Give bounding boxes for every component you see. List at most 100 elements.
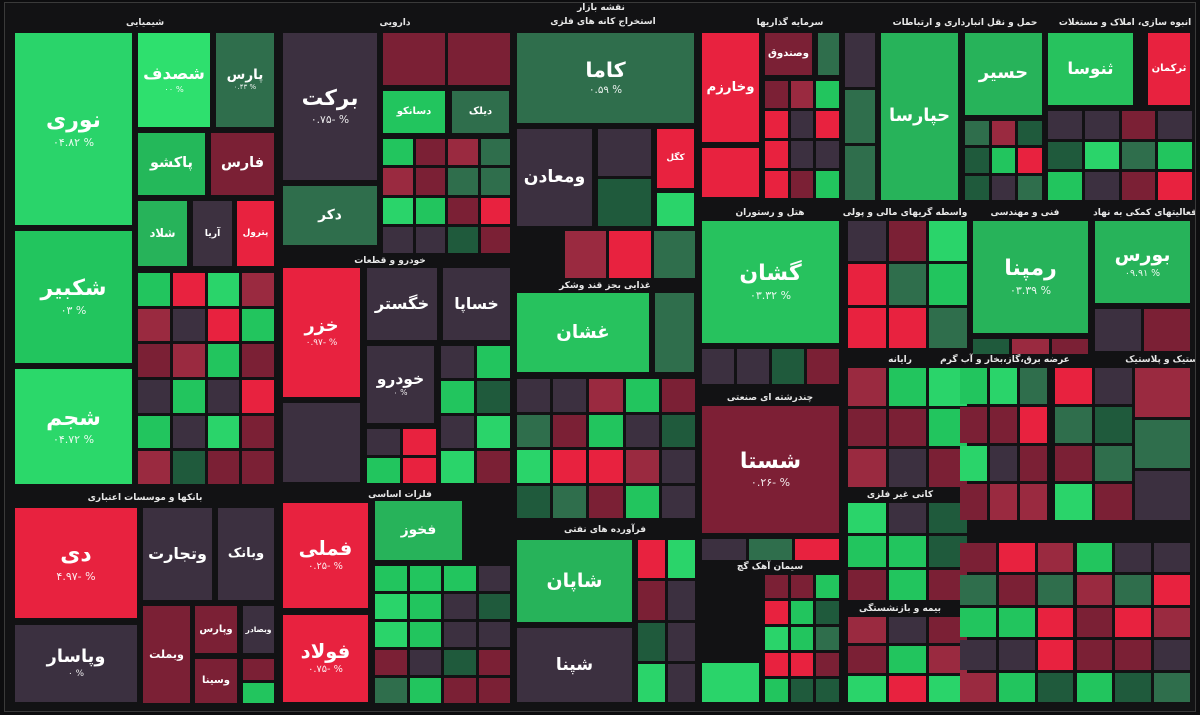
tile bbox=[765, 171, 788, 198]
tile bbox=[668, 663, 695, 702]
map-title: نقشه بازار bbox=[577, 3, 625, 13]
tile bbox=[1158, 141, 1192, 170]
tile bbox=[748, 539, 793, 560]
tile bbox=[441, 381, 474, 413]
tile-label: ومعادن bbox=[523, 167, 586, 188]
tile bbox=[1037, 640, 1074, 670]
tile bbox=[848, 536, 886, 567]
tile-change: ۴.۹۷- % bbox=[56, 569, 96, 583]
tile bbox=[553, 414, 587, 447]
tile: فملی ۰.۲۵- % bbox=[283, 503, 368, 608]
tile-change: ۰۳ % bbox=[60, 303, 87, 317]
sector-title: فنی و مهندسی bbox=[990, 208, 1060, 218]
tile bbox=[172, 451, 205, 484]
tile bbox=[172, 380, 205, 413]
tile: ومعادن bbox=[517, 129, 592, 226]
tile bbox=[1115, 672, 1152, 702]
tile-change: ۰.۷۵- % bbox=[310, 112, 350, 126]
tile bbox=[848, 264, 886, 305]
tile bbox=[1135, 368, 1190, 417]
tile bbox=[415, 226, 445, 253]
tile bbox=[242, 415, 274, 449]
tile bbox=[403, 457, 436, 483]
tile bbox=[991, 121, 1016, 146]
tile: آریا bbox=[193, 201, 232, 266]
tile-label: خودرو bbox=[376, 369, 425, 388]
tile bbox=[207, 308, 240, 342]
tile bbox=[661, 485, 695, 518]
tile: وبملت bbox=[143, 606, 190, 703]
tile bbox=[138, 344, 170, 377]
tile: خزر ۰.۹۷- % bbox=[283, 268, 360, 397]
tile: وپارس bbox=[195, 606, 237, 653]
tile bbox=[929, 264, 967, 305]
tile bbox=[1095, 445, 1132, 482]
tile bbox=[1154, 672, 1190, 702]
tile bbox=[138, 415, 170, 449]
tile bbox=[1037, 607, 1074, 638]
tile bbox=[172, 344, 205, 377]
tile bbox=[477, 381, 510, 413]
sector-title: کانی غیر فلزی bbox=[866, 490, 934, 500]
tile bbox=[765, 81, 788, 108]
tile-label: گشان bbox=[739, 261, 802, 287]
tile bbox=[1135, 419, 1190, 469]
tile bbox=[807, 349, 839, 384]
tile bbox=[383, 168, 413, 195]
tile bbox=[625, 485, 659, 518]
tile bbox=[888, 646, 927, 673]
tile: بورس ۰۹.۹۱ % bbox=[1095, 221, 1190, 303]
tile bbox=[973, 339, 1010, 354]
tile bbox=[441, 416, 474, 448]
tile bbox=[409, 594, 441, 619]
tile-label: فولاد bbox=[300, 639, 351, 663]
tile bbox=[888, 675, 927, 702]
sector-title: بیمه و بازنشستگی bbox=[858, 604, 942, 614]
tile-change: ۰۹.۹۱ % bbox=[1124, 267, 1161, 279]
tile bbox=[448, 226, 478, 253]
tile bbox=[478, 678, 510, 703]
tile bbox=[242, 344, 274, 377]
tile bbox=[790, 141, 814, 168]
tile bbox=[1115, 607, 1152, 638]
tile bbox=[1051, 339, 1088, 354]
tile bbox=[816, 653, 839, 676]
tile-label: وبانک bbox=[227, 546, 265, 562]
tile bbox=[848, 449, 886, 487]
tile bbox=[415, 139, 445, 166]
tile bbox=[1076, 640, 1113, 670]
tile bbox=[1135, 471, 1190, 520]
tile bbox=[403, 429, 436, 455]
tile bbox=[383, 226, 413, 253]
tile bbox=[702, 148, 759, 197]
tile bbox=[480, 168, 510, 195]
tile bbox=[1076, 543, 1113, 573]
tile-label: شصدف bbox=[143, 64, 205, 84]
tile-label: خگستر bbox=[374, 294, 430, 314]
tile bbox=[848, 675, 886, 702]
tile: وبانک bbox=[218, 508, 274, 600]
tile-change: ۰۳.۳۲ % bbox=[749, 288, 792, 302]
tile bbox=[444, 622, 476, 647]
tile bbox=[207, 451, 240, 484]
tile bbox=[888, 536, 927, 567]
tile-change: ۰.۷۵- % bbox=[308, 664, 343, 676]
tile-label: شکبیر bbox=[40, 276, 107, 302]
tile bbox=[448, 168, 478, 195]
tile bbox=[1158, 111, 1192, 139]
tile-change: ۰.۲۵- % bbox=[308, 561, 343, 573]
tile bbox=[816, 601, 839, 624]
tile bbox=[816, 679, 839, 702]
tile bbox=[965, 148, 989, 173]
tile-label: ثنوسا bbox=[1067, 59, 1114, 78]
tile: برکت ۰.۷۵- % bbox=[283, 33, 377, 180]
tile: وصندوق bbox=[765, 33, 812, 75]
tile bbox=[1095, 309, 1141, 351]
tile bbox=[765, 601, 788, 624]
tile bbox=[1020, 445, 1047, 482]
tile bbox=[888, 221, 927, 262]
tile bbox=[409, 650, 441, 675]
sector-title: استخراج کانه های فلزی bbox=[550, 17, 656, 27]
tile bbox=[848, 368, 886, 406]
tile-label: خساپا bbox=[454, 294, 499, 313]
